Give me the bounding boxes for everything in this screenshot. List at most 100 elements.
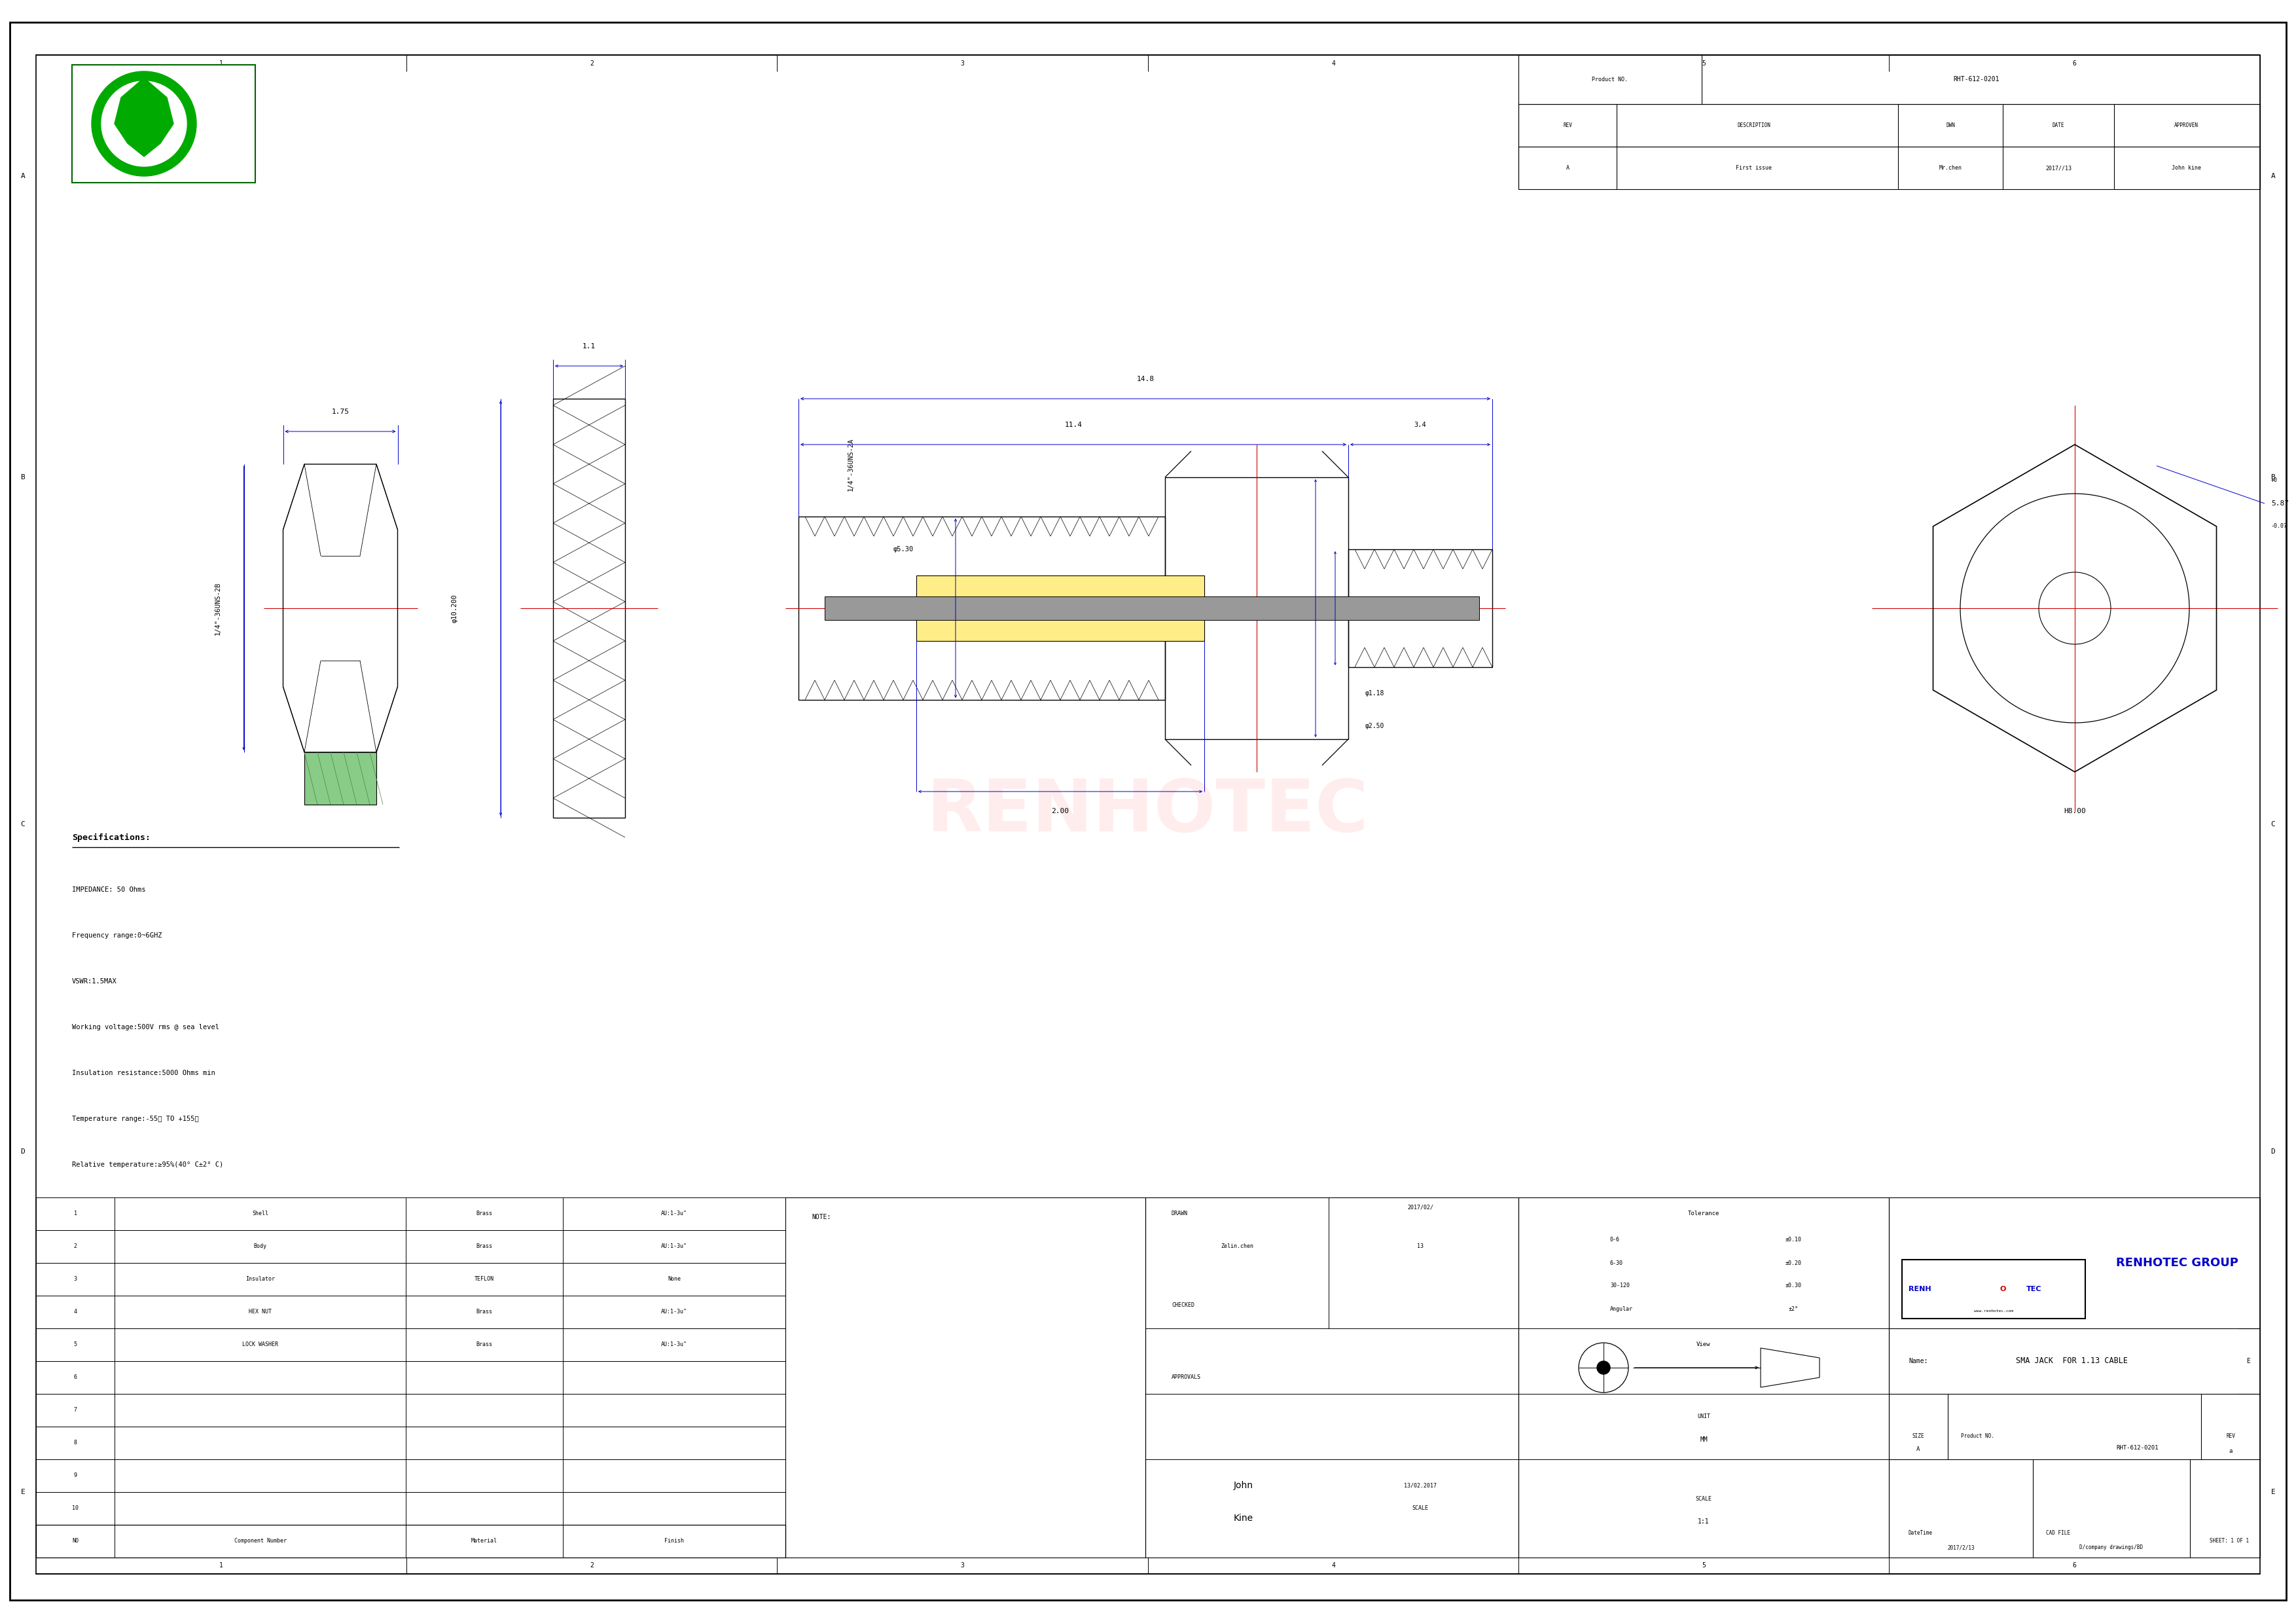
Text: SCALE: SCALE [1694,1496,1713,1501]
Text: Relative temperature:≥95%(40° C±2° C): Relative temperature:≥95%(40° C±2° C) [71,1162,223,1169]
Text: 4: 4 [1332,1561,1336,1569]
Text: AU:1-3u": AU:1-3u" [661,1243,687,1250]
Text: DATE: DATE [2053,122,2064,128]
Text: Brass: Brass [475,1243,494,1250]
Text: 3: 3 [73,1276,76,1282]
Text: φ1.18: φ1.18 [1364,690,1384,696]
Bar [1518,104,2259,146]
Text: -0.07: -0.07 [2271,524,2287,529]
Text: Insulation resistance:5000 Ohms min: Insulation resistance:5000 Ohms min [71,1070,216,1076]
Text: DateTime: DateTime [1908,1530,1933,1535]
Text: Product NO.: Product NO. [1961,1433,1995,1440]
Text: B: B [2271,474,2275,480]
Circle shape [92,71,197,177]
Text: 0-6: 0-6 [1609,1237,1621,1243]
Text: ±0.20: ±0.20 [1786,1259,1802,1266]
Bar [1890,1198,2259,1558]
Bar [916,576,1205,641]
Text: MM: MM [1699,1436,1708,1443]
Text: +0: +0 [2271,477,2278,484]
Text: Temperature range:-55℃ TO +155℃: Temperature range:-55℃ TO +155℃ [71,1115,200,1121]
Bar [37,1492,785,1524]
Text: Brass: Brass [475,1342,494,1347]
Bar [37,1427,785,1459]
Text: Finish: Finish [664,1539,684,1543]
Bar [785,1198,1146,1558]
Text: A: A [2271,172,2275,180]
Text: ±0.10: ±0.10 [1786,1237,1802,1243]
Polygon shape [305,751,377,805]
Bar [37,1394,785,1427]
Bar [824,596,1479,620]
Text: ±2°: ±2° [1789,1307,1798,1311]
Text: A: A [1917,1446,1919,1453]
Text: 6: 6 [2073,60,2076,67]
Text: C: C [2271,821,2275,828]
Text: 2017/2/13: 2017/2/13 [1947,1545,1975,1550]
Text: 1: 1 [220,1561,223,1569]
Text: Working voltage:500V rms @ sea level: Working voltage:500V rms @ sea level [71,1024,218,1031]
Text: 3: 3 [960,60,964,67]
Bar [37,1459,785,1492]
Text: 11.4: 11.4 [1065,422,1081,428]
Text: E: E [2245,1358,2250,1365]
Text: 2017/02/: 2017/02/ [1407,1204,1433,1211]
Text: NOTE:: NOTE: [810,1214,831,1220]
Text: 6-30: 6-30 [1609,1259,1623,1266]
Text: View: View [1697,1342,1711,1347]
Text: Angular: Angular [1609,1307,1632,1311]
Text: RENHOTEC: RENHOTEC [928,776,1368,847]
Text: 5: 5 [73,1342,76,1347]
Text: 2.00: 2.00 [1052,808,1070,815]
Text: APPROVEN: APPROVEN [2174,122,2197,128]
Circle shape [101,81,186,166]
Bar [37,1362,785,1394]
Bar [799,516,1164,700]
Text: NO: NO [71,1539,78,1543]
Text: RoHS: RoHS [133,172,154,180]
Text: RHT-612-0201: RHT-612-0201 [1954,76,2000,83]
Text: Mr.chen: Mr.chen [1938,166,1961,170]
Text: 30-120: 30-120 [1609,1282,1630,1289]
Text: 8: 8 [73,1440,76,1446]
Text: 6: 6 [73,1375,76,1381]
Text: DESCRIPTION: DESCRIPTION [1738,122,1770,128]
Text: TEFLON: TEFLON [475,1276,494,1282]
Text: RENHOTEC GROUP: RENHOTEC GROUP [2115,1258,2239,1269]
Text: A: A [1566,166,1568,170]
Text: 1.1: 1.1 [583,342,595,349]
Text: ±0.30: ±0.30 [1786,1282,1802,1289]
Text: 2: 2 [590,1561,595,1569]
Text: REV: REV [1564,122,1573,128]
Text: DRAWN: DRAWN [1171,1211,1187,1217]
Text: C: C [21,821,25,828]
Text: Name:: Name: [1908,1358,1929,1365]
Text: φ2.50: φ2.50 [1364,722,1384,729]
Text: Zelin.chen: Zelin.chen [1221,1243,1254,1250]
Text: First issue: First issue [1736,166,1773,170]
Text: Product NO.: Product NO. [1591,76,1628,83]
Text: φ5.30: φ5.30 [893,545,914,552]
Text: 4: 4 [1332,60,1336,67]
Bar [1164,477,1348,738]
Text: Body: Body [253,1243,266,1250]
Bar [1518,1198,1890,1558]
Text: TEC: TEC [2027,1285,2041,1292]
Text: Component Number: Component Number [234,1539,287,1543]
Bar [37,1524,785,1558]
Circle shape [1598,1362,1609,1375]
Text: DWN: DWN [1947,122,1954,128]
Text: 2: 2 [590,60,595,67]
Text: 5: 5 [1701,1561,1706,1569]
Text: E: E [21,1488,25,1495]
Text: Brass: Brass [475,1310,494,1315]
Bar [37,1230,785,1263]
Text: 10: 10 [71,1506,78,1511]
Text: SMA JACK  FOR 1.13 CABLE: SMA JACK FOR 1.13 CABLE [2016,1357,2128,1365]
Bar [1518,55,2259,104]
Text: 1/4"-36UNS-2A: 1/4"-36UNS-2A [847,438,854,490]
Text: Shell: Shell [253,1211,269,1217]
Text: 13: 13 [1417,1243,1424,1250]
Text: CAD FILE: CAD FILE [2046,1530,2071,1535]
Text: D/company drawings/BD: D/company drawings/BD [2080,1545,2142,1550]
